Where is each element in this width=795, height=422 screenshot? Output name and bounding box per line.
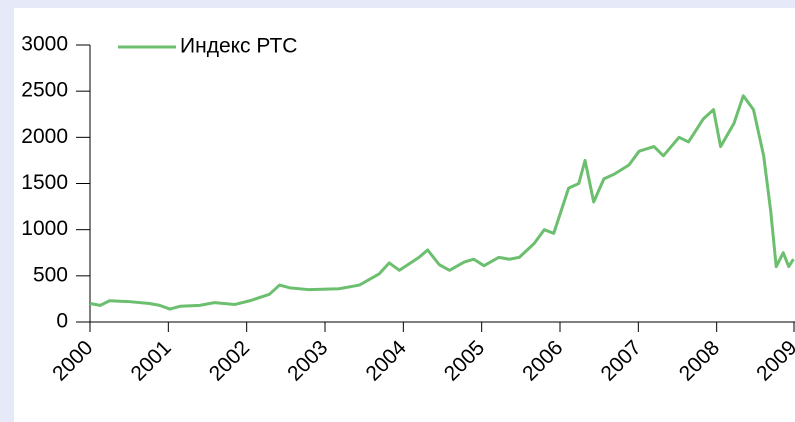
legend-label: Индекс РТС: [180, 35, 297, 58]
y-tick-label: 3000: [21, 33, 68, 56]
y-tick-label: 2500: [21, 79, 68, 102]
y-tick-label: 0: [56, 310, 68, 333]
data-line: [89, 94, 795, 311]
y-tick-label: 1500: [21, 171, 68, 194]
plot-background: [14, 8, 795, 422]
y-tick-label: 500: [33, 263, 68, 286]
y-tick-label: 1000: [21, 217, 68, 240]
y-tick-label: 2000: [21, 125, 68, 148]
